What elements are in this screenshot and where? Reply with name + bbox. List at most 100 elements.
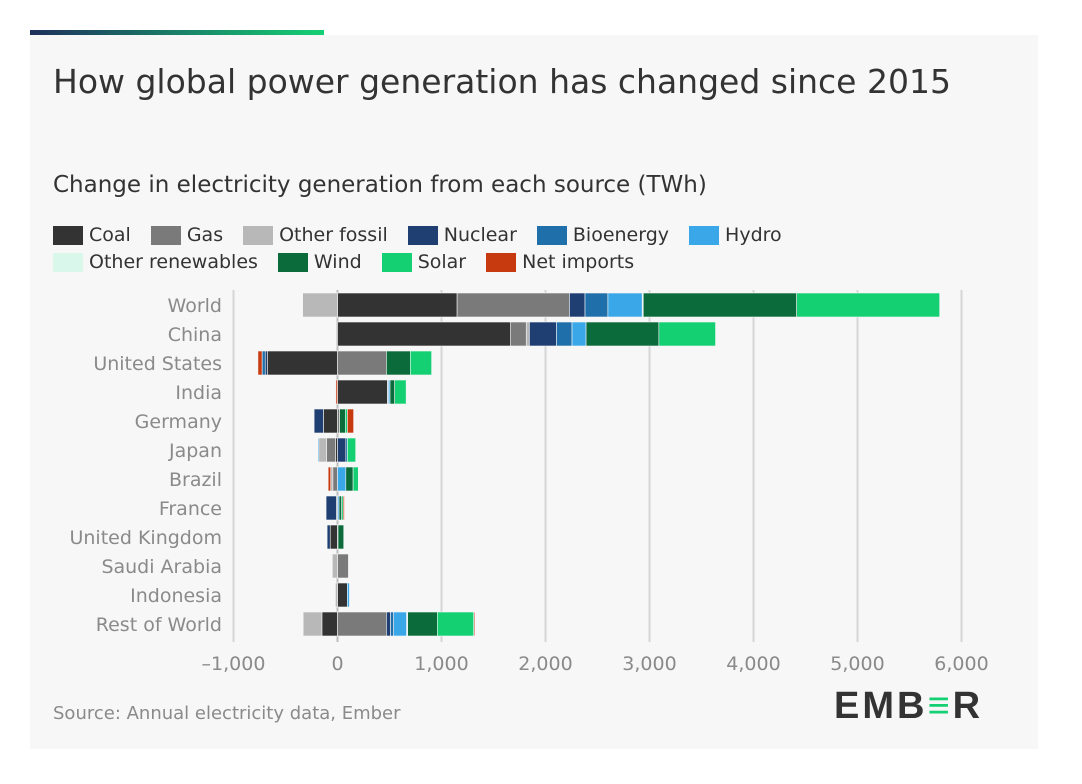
legend-label: Coal [89, 224, 131, 246]
bar-segment [321, 611, 338, 637]
bar-segment [337, 524, 345, 550]
bar-segment [607, 292, 643, 318]
legend-label: Other renewables [89, 251, 258, 273]
bar-segment [331, 553, 338, 579]
bar-segment [337, 292, 458, 318]
bar-segment [337, 611, 387, 637]
x-tick-label: 3,000 [622, 653, 676, 675]
bar-segment [525, 321, 530, 347]
bar-segment [386, 611, 391, 637]
legend-swatch [243, 226, 274, 245]
legend-label: Wind [313, 251, 362, 273]
category-label: India [175, 382, 222, 404]
bar-segment [329, 524, 338, 550]
x-tick-label: 2,000 [518, 653, 572, 675]
x-tick-label: 1,000 [414, 653, 468, 675]
bar-segment [266, 350, 338, 376]
legend-swatch [407, 226, 438, 245]
chart-title: How global power generation has changed … [53, 62, 951, 101]
legend-item: Other renewables [53, 251, 258, 274]
legend-item: Hydro [689, 224, 782, 247]
chart-subtitle: Change in electricity generation from ea… [53, 172, 707, 198]
legend-swatch [536, 226, 567, 245]
category-label: Germany [135, 411, 222, 433]
top-accent-bar [30, 30, 324, 35]
legend-swatch [381, 253, 412, 272]
bar-segment [326, 524, 331, 550]
legend-label: Hydro [725, 224, 782, 246]
bar-segment [327, 466, 332, 492]
bar-segment [352, 466, 359, 492]
chart-card [30, 35, 1038, 749]
bar-segment [407, 611, 438, 637]
bar-segment [264, 350, 268, 376]
x-tick-label: 5,000 [830, 653, 884, 675]
bar-segment [585, 321, 660, 347]
category-label: United States [93, 353, 222, 375]
bar-segment [556, 321, 573, 347]
legend-swatch [486, 253, 517, 272]
bar-segment [318, 437, 327, 463]
bar-segment [342, 495, 345, 521]
bar-segment [337, 350, 387, 376]
x-tick-label: 6,000 [934, 653, 988, 675]
legend-label: Other fossil [279, 224, 388, 246]
category-label: France [159, 498, 222, 520]
bar-segment [393, 611, 407, 637]
legend-swatch [150, 226, 181, 245]
category-label: Brazil [169, 469, 222, 491]
category-label: World [168, 295, 222, 317]
source-note: Source: Annual electricity data, Ember [53, 703, 401, 724]
bar-segment [386, 350, 411, 376]
bar-segment [337, 379, 388, 405]
bar-segment [339, 408, 346, 434]
bar-segment [330, 466, 334, 492]
legend-item: Solar [381, 251, 467, 274]
bar-segment [347, 437, 357, 463]
legend-label: Solar [417, 251, 467, 273]
legend-item: Coal [53, 224, 131, 247]
legend-item: Bioenergy [536, 224, 670, 247]
legend-swatch [53, 226, 83, 245]
x-tick-label: 0 [331, 653, 343, 675]
legend-label: Net imports [522, 251, 635, 273]
bar-segment [569, 292, 586, 318]
bar-segment [313, 408, 324, 434]
bar-segment [335, 582, 338, 608]
legend: Coal Gas Other fossil Nuclear Bioenergy Hydro… [53, 224, 953, 278]
category-label: Saudi Arabia [101, 556, 222, 578]
bar-segment [409, 350, 432, 376]
bar-segment [456, 292, 570, 318]
bar-segment [389, 379, 395, 405]
bar-segment [437, 611, 475, 637]
bar-segment [571, 321, 587, 347]
legend-swatch [689, 226, 720, 245]
bar-segment [529, 321, 557, 347]
bar-segment [796, 292, 940, 318]
bar-segment [473, 611, 476, 637]
category-label: Indonesia [130, 585, 222, 607]
legend-item: Other fossil [243, 224, 388, 247]
bar-segment [257, 350, 263, 376]
legend-label: Bioenergy [572, 224, 670, 246]
bar-segment [390, 611, 394, 637]
legend-item: Wind [277, 251, 362, 274]
legend-label: Gas [186, 224, 224, 246]
bar-segment [335, 437, 338, 463]
bar-segment [344, 408, 348, 434]
bar-segment [642, 292, 797, 318]
legend-swatch [277, 253, 308, 272]
x-tick-label: 4,000 [726, 653, 780, 675]
bar-segment [337, 437, 347, 463]
bar-segment [335, 379, 338, 405]
x-tick-label: –1,000 [202, 653, 266, 675]
bar-segment [337, 582, 348, 608]
category-label: Japan [168, 440, 222, 462]
legend-item: Net imports [486, 251, 634, 274]
category-label: United Kingdom [69, 527, 222, 549]
bar-segment [337, 553, 349, 579]
bar-segment [326, 437, 336, 463]
bar-segment [325, 495, 337, 521]
bar-segment [510, 321, 527, 347]
